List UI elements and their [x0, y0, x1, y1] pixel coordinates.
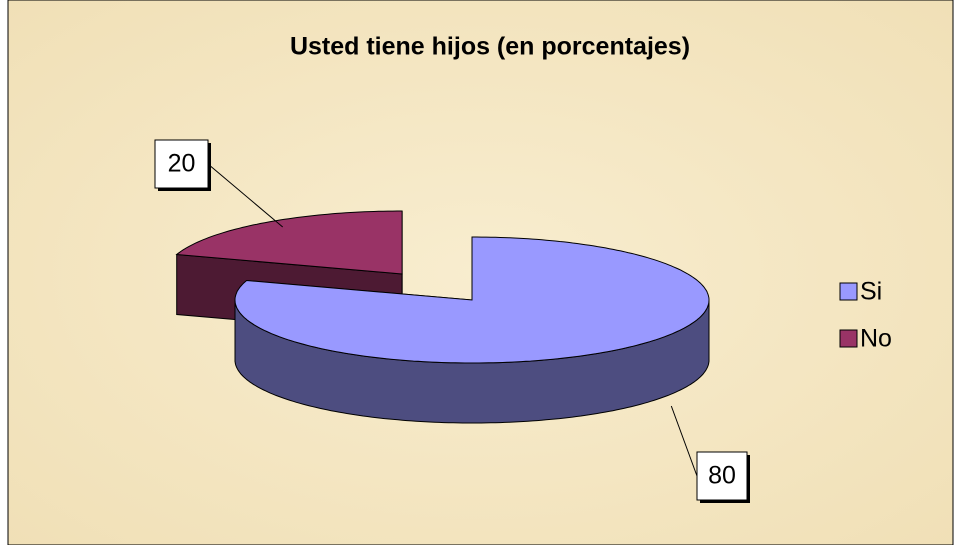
legend-swatch [839, 282, 858, 301]
slice [234, 236, 710, 424]
chart-title: Usted tiene hijos (en porcentajes) [290, 33, 690, 61]
legend-swatch [839, 329, 858, 348]
data-label: 80 [708, 462, 736, 490]
label-box [696, 451, 748, 501]
slice-top [234, 236, 710, 364]
label-box [154, 139, 209, 189]
data-label: 20 [168, 150, 196, 178]
legend-label: Si [860, 278, 882, 306]
leader-line [207, 163, 284, 228]
leader-line [670, 405, 698, 477]
legend: Si No [839, 278, 892, 353]
legend-label: No [860, 325, 892, 353]
slice-top [175, 210, 403, 275]
